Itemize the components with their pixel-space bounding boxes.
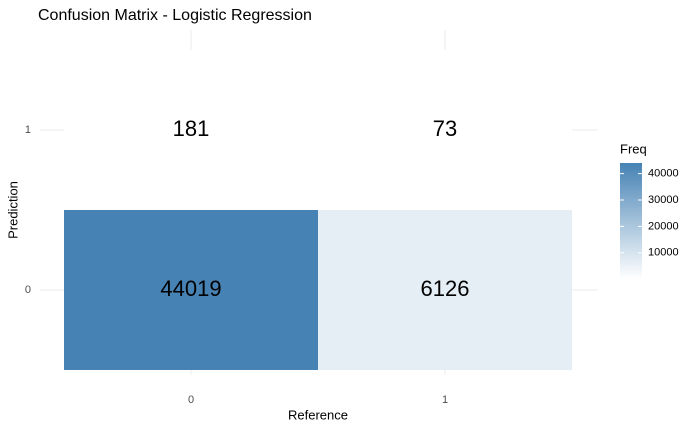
y-tick-label: 1 xyxy=(25,124,31,136)
x-axis-title: Reference xyxy=(288,407,348,422)
cell-label: 6126 xyxy=(421,276,470,301)
chart-title: Confusion Matrix - Logistic Regression xyxy=(38,7,312,24)
y-tick-label: 0 xyxy=(25,284,31,296)
x-tick-label: 0 xyxy=(188,394,194,406)
legend-label: 10000 xyxy=(648,247,679,259)
tile xyxy=(64,50,318,210)
legend-label: 40000 xyxy=(648,168,679,180)
legend-title: Freq xyxy=(620,141,647,156)
y-axis-title: Prediction xyxy=(5,181,20,239)
colorbar xyxy=(620,163,642,279)
tile xyxy=(64,210,318,370)
legend-label: 30000 xyxy=(648,194,679,206)
cell-label: 44019 xyxy=(160,276,221,301)
tile xyxy=(318,50,572,210)
cell-label: 73 xyxy=(433,116,457,141)
legend-label: 20000 xyxy=(648,220,679,232)
cell-label: 181 xyxy=(173,116,210,141)
x-tick-label: 1 xyxy=(442,394,448,406)
tile xyxy=(318,210,572,370)
